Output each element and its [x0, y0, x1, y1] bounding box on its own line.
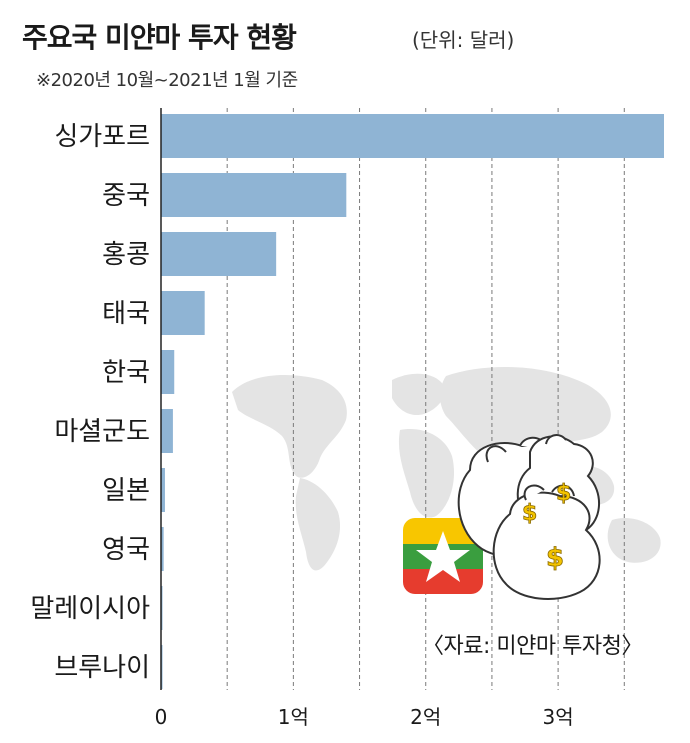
x-tick-label: 2억	[410, 705, 441, 729]
bar	[161, 527, 164, 571]
bar	[161, 173, 347, 217]
svg-text:$: $	[522, 501, 537, 526]
category-label: 영국	[102, 535, 150, 565]
bar	[161, 114, 664, 158]
money-bag-icon: $ $ $	[457, 434, 601, 600]
category-label: 싱가포르	[54, 122, 150, 152]
x-axis-ticks: 0 1억 2억 3억	[155, 705, 574, 729]
category-label: 마셜군도	[54, 417, 150, 447]
bar	[161, 409, 173, 453]
bar	[161, 350, 175, 394]
bar	[161, 468, 165, 512]
x-tick-label: 3억	[543, 705, 574, 729]
category-label: 홍콩	[102, 240, 150, 270]
source-note: 〈자료: 미얀마 투자청〉	[422, 634, 643, 659]
category-label: 중국	[102, 181, 150, 211]
world-map	[232, 366, 661, 571]
category-label: 한국	[102, 358, 150, 388]
x-tick-label: 1억	[278, 705, 309, 729]
svg-text:$: $	[556, 481, 571, 506]
category-label: 브루나이	[54, 653, 150, 683]
svg-text:$: $	[546, 543, 564, 573]
bar	[161, 291, 205, 335]
category-label: 태국	[102, 299, 150, 329]
bar	[161, 232, 277, 276]
period-note: ※2020년 10월~2021년 1월 기준	[36, 70, 298, 91]
unit-label: (단위: 달러)	[412, 28, 515, 52]
category-label: 말레이시아	[30, 594, 150, 624]
chart-title: 주요국 미얀마 투자 현황	[22, 21, 297, 54]
bars	[161, 114, 664, 689]
flag-star-icon	[416, 531, 470, 582]
x-tick-label: 0	[155, 705, 168, 729]
category-label: 일본	[102, 476, 150, 506]
